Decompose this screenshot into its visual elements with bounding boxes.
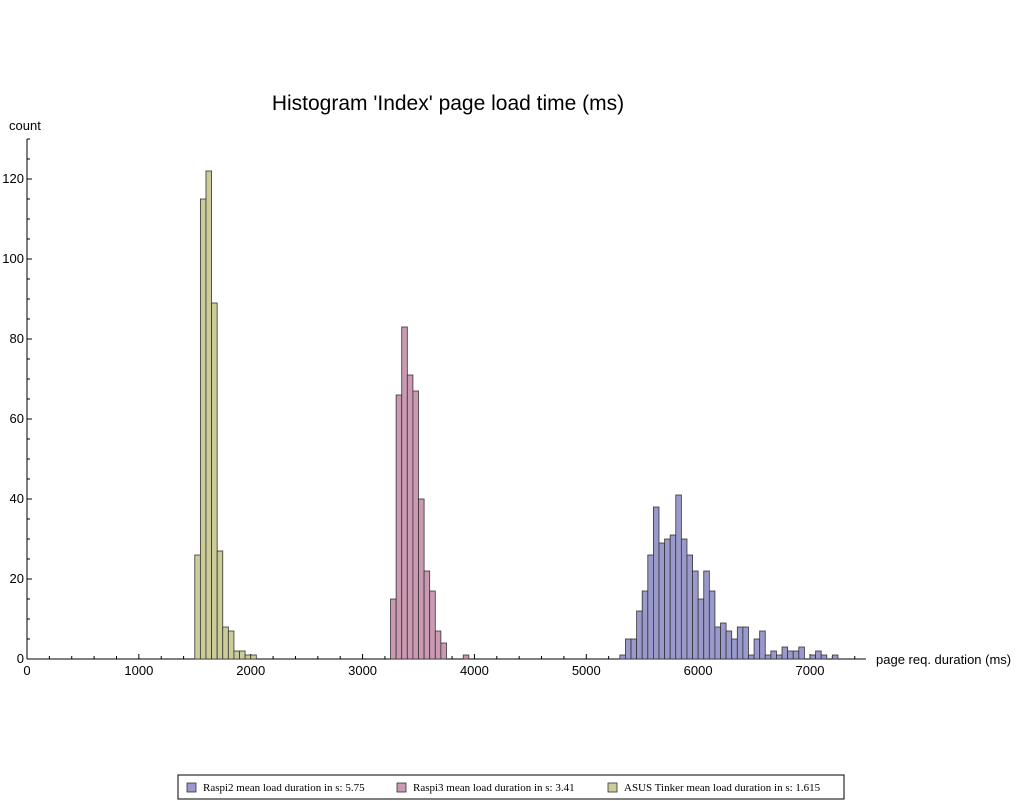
histogram-bar — [194, 554, 201, 660]
histogram-bar — [731, 638, 738, 660]
x-tick-label: 4000 — [460, 663, 489, 678]
histogram-bar — [669, 534, 677, 660]
x-tick-label: 1000 — [124, 663, 153, 678]
histogram-bar — [244, 654, 252, 660]
histogram-bar — [653, 506, 660, 660]
histogram-bar — [776, 654, 783, 660]
y-tick-label: 20 — [10, 571, 24, 586]
legend-entry-label: Raspi2 mean load duration in s: 5.75 — [203, 782, 365, 794]
histogram-bar — [759, 630, 766, 660]
x-tick-label: 2000 — [236, 663, 265, 678]
histogram-bar — [675, 494, 682, 660]
histogram-bar — [429, 590, 436, 660]
histogram-bar — [239, 650, 246, 660]
histogram-bar — [692, 570, 699, 660]
y-tick-label: 80 — [10, 331, 24, 346]
histogram-bar — [250, 654, 257, 660]
x-tick-label: 5000 — [572, 663, 601, 678]
histogram-bar — [222, 626, 229, 660]
x-tick-label: 6000 — [684, 663, 713, 678]
histogram-bar — [199, 198, 207, 660]
histogram-bar — [658, 542, 665, 660]
histogram-bar — [462, 654, 470, 660]
histogram-bar — [798, 646, 805, 660]
y-tick-label: 120 — [2, 171, 24, 186]
histogram-bar — [725, 630, 733, 660]
x-tick-label: 3000 — [348, 663, 377, 678]
legend-entry-label: ASUS Tinker mean load duration in s: 1.6… — [624, 782, 821, 794]
legend-swatch — [607, 782, 618, 793]
histogram-bar — [619, 654, 626, 660]
histogram-bar — [440, 642, 447, 660]
histogram-bar — [205, 170, 212, 660]
legend-entry-label: Raspi3 mean load duration in s: 3.41 — [413, 782, 575, 794]
histogram-bar — [664, 538, 671, 660]
y-tick-label: 0 — [17, 651, 24, 666]
legend: Raspi2 mean load duration in s: 5.75 Rasp… — [177, 774, 845, 800]
y-tick-label: 60 — [10, 411, 24, 426]
histogram-bar — [641, 590, 649, 660]
histogram-bar — [412, 390, 419, 660]
histogram-bar — [636, 610, 643, 660]
histogram-bar — [390, 598, 397, 660]
histogram-bar — [625, 638, 632, 660]
x-tick-label: 0 — [23, 663, 30, 678]
histogram-bar — [647, 554, 654, 660]
histogram-bar — [227, 630, 235, 660]
x-axis-label: page req. duration (ms) — [876, 652, 1011, 667]
histogram-bar — [720, 622, 727, 660]
legend-box — [177, 774, 845, 800]
chart-title: Histogram 'Index' page load time (ms) — [272, 92, 624, 115]
histogram-bar — [748, 654, 755, 660]
histogram-bar — [434, 630, 442, 660]
legend-swatch — [396, 782, 407, 793]
histogram-bar — [815, 650, 822, 660]
y-tick-label: 100 — [2, 251, 24, 266]
y-axis-label: count — [9, 118, 41, 133]
plot-area: 0 1000 2000 3000 4000 5000 6000 7000 0 20 40 60 80 10… — [2, 138, 866, 678]
histogram-bar — [753, 638, 761, 660]
histogram-bar — [714, 626, 721, 660]
histogram-bar — [233, 650, 240, 660]
histogram-bar — [792, 650, 800, 660]
histogram-bar — [742, 626, 749, 660]
histogram-bar — [401, 326, 408, 660]
histogram-bar — [423, 570, 431, 660]
histogram-bar — [809, 654, 816, 660]
histogram-bar — [703, 570, 710, 660]
histogram-bar — [708, 590, 716, 660]
histogram-bar — [395, 394, 403, 660]
histogram-bar — [211, 302, 218, 660]
histogram-bar — [764, 654, 772, 660]
histogram-bar — [736, 626, 744, 660]
histogram-bar — [781, 646, 789, 660]
histogram-bar — [680, 538, 688, 660]
histogram-bar — [406, 374, 414, 660]
x-tick-label: 7000 — [796, 663, 825, 678]
histogram-bar — [686, 554, 693, 660]
legend-swatch — [186, 782, 197, 793]
histogram-bar — [630, 638, 638, 660]
histogram-bar — [697, 598, 705, 660]
histogram-bar — [770, 650, 777, 660]
histogram-bar — [831, 654, 839, 660]
histogram-bar — [418, 498, 425, 660]
histogram-bar — [820, 654, 828, 660]
histogram-bar — [787, 650, 794, 660]
y-tick-label: 40 — [10, 491, 24, 506]
histogram-bar — [216, 550, 224, 660]
